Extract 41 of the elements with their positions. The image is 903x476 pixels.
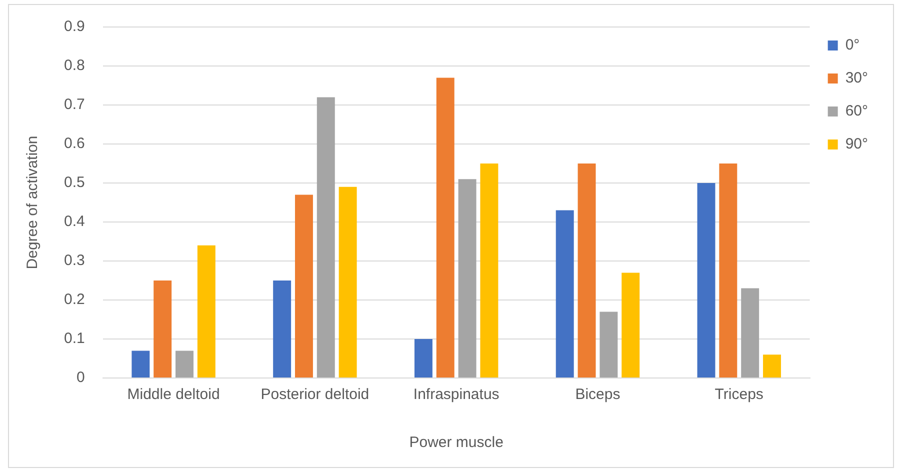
bar bbox=[578, 164, 596, 378]
bar bbox=[414, 339, 432, 378]
bar bbox=[176, 350, 194, 378]
y-tick-label: 0 bbox=[76, 369, 85, 386]
bar bbox=[132, 350, 150, 378]
bar bbox=[600, 312, 618, 378]
bar bbox=[154, 280, 172, 378]
bar bbox=[719, 164, 738, 378]
y-axis-title: Degree of activation bbox=[24, 136, 42, 270]
y-tick-label: 0.4 bbox=[64, 213, 85, 230]
x-tick-label: Posterior deltoid bbox=[260, 386, 370, 404]
bar bbox=[273, 280, 292, 378]
y-tick-label: 0.5 bbox=[64, 174, 85, 192]
bar bbox=[741, 288, 760, 378]
bar bbox=[197, 245, 216, 378]
bar bbox=[436, 78, 454, 378]
y-tick-label: 0.1 bbox=[64, 330, 85, 348]
bar bbox=[316, 97, 335, 378]
y-tick-label: 0.9 bbox=[64, 18, 85, 36]
bar bbox=[556, 210, 574, 378]
legend-label: 0° bbox=[845, 36, 860, 54]
legend-label: 30° bbox=[845, 70, 868, 87]
bar bbox=[338, 186, 357, 378]
legend-label: 60° bbox=[845, 102, 868, 120]
bar bbox=[295, 194, 313, 378]
y-tick-label: 0.3 bbox=[64, 252, 85, 270]
bar bbox=[697, 183, 716, 378]
x-tick-label: Infraspinatus bbox=[413, 386, 500, 404]
bar bbox=[480, 164, 498, 378]
bar bbox=[458, 179, 476, 378]
x-tick-label: Biceps bbox=[575, 386, 620, 404]
x-axis-title: Power muscle bbox=[409, 434, 504, 452]
legend-label: 90° bbox=[845, 136, 868, 153]
y-tick-label: 0.8 bbox=[64, 57, 85, 74]
bar bbox=[763, 354, 781, 378]
y-tick-label: 0.6 bbox=[64, 135, 85, 152]
bar bbox=[622, 272, 640, 378]
x-tick-label: Triceps bbox=[714, 386, 764, 404]
y-tick-label: 0.2 bbox=[64, 291, 85, 308]
y-tick-label: 0.7 bbox=[64, 96, 85, 114]
x-tick-label: Middle deltoid bbox=[127, 386, 220, 404]
